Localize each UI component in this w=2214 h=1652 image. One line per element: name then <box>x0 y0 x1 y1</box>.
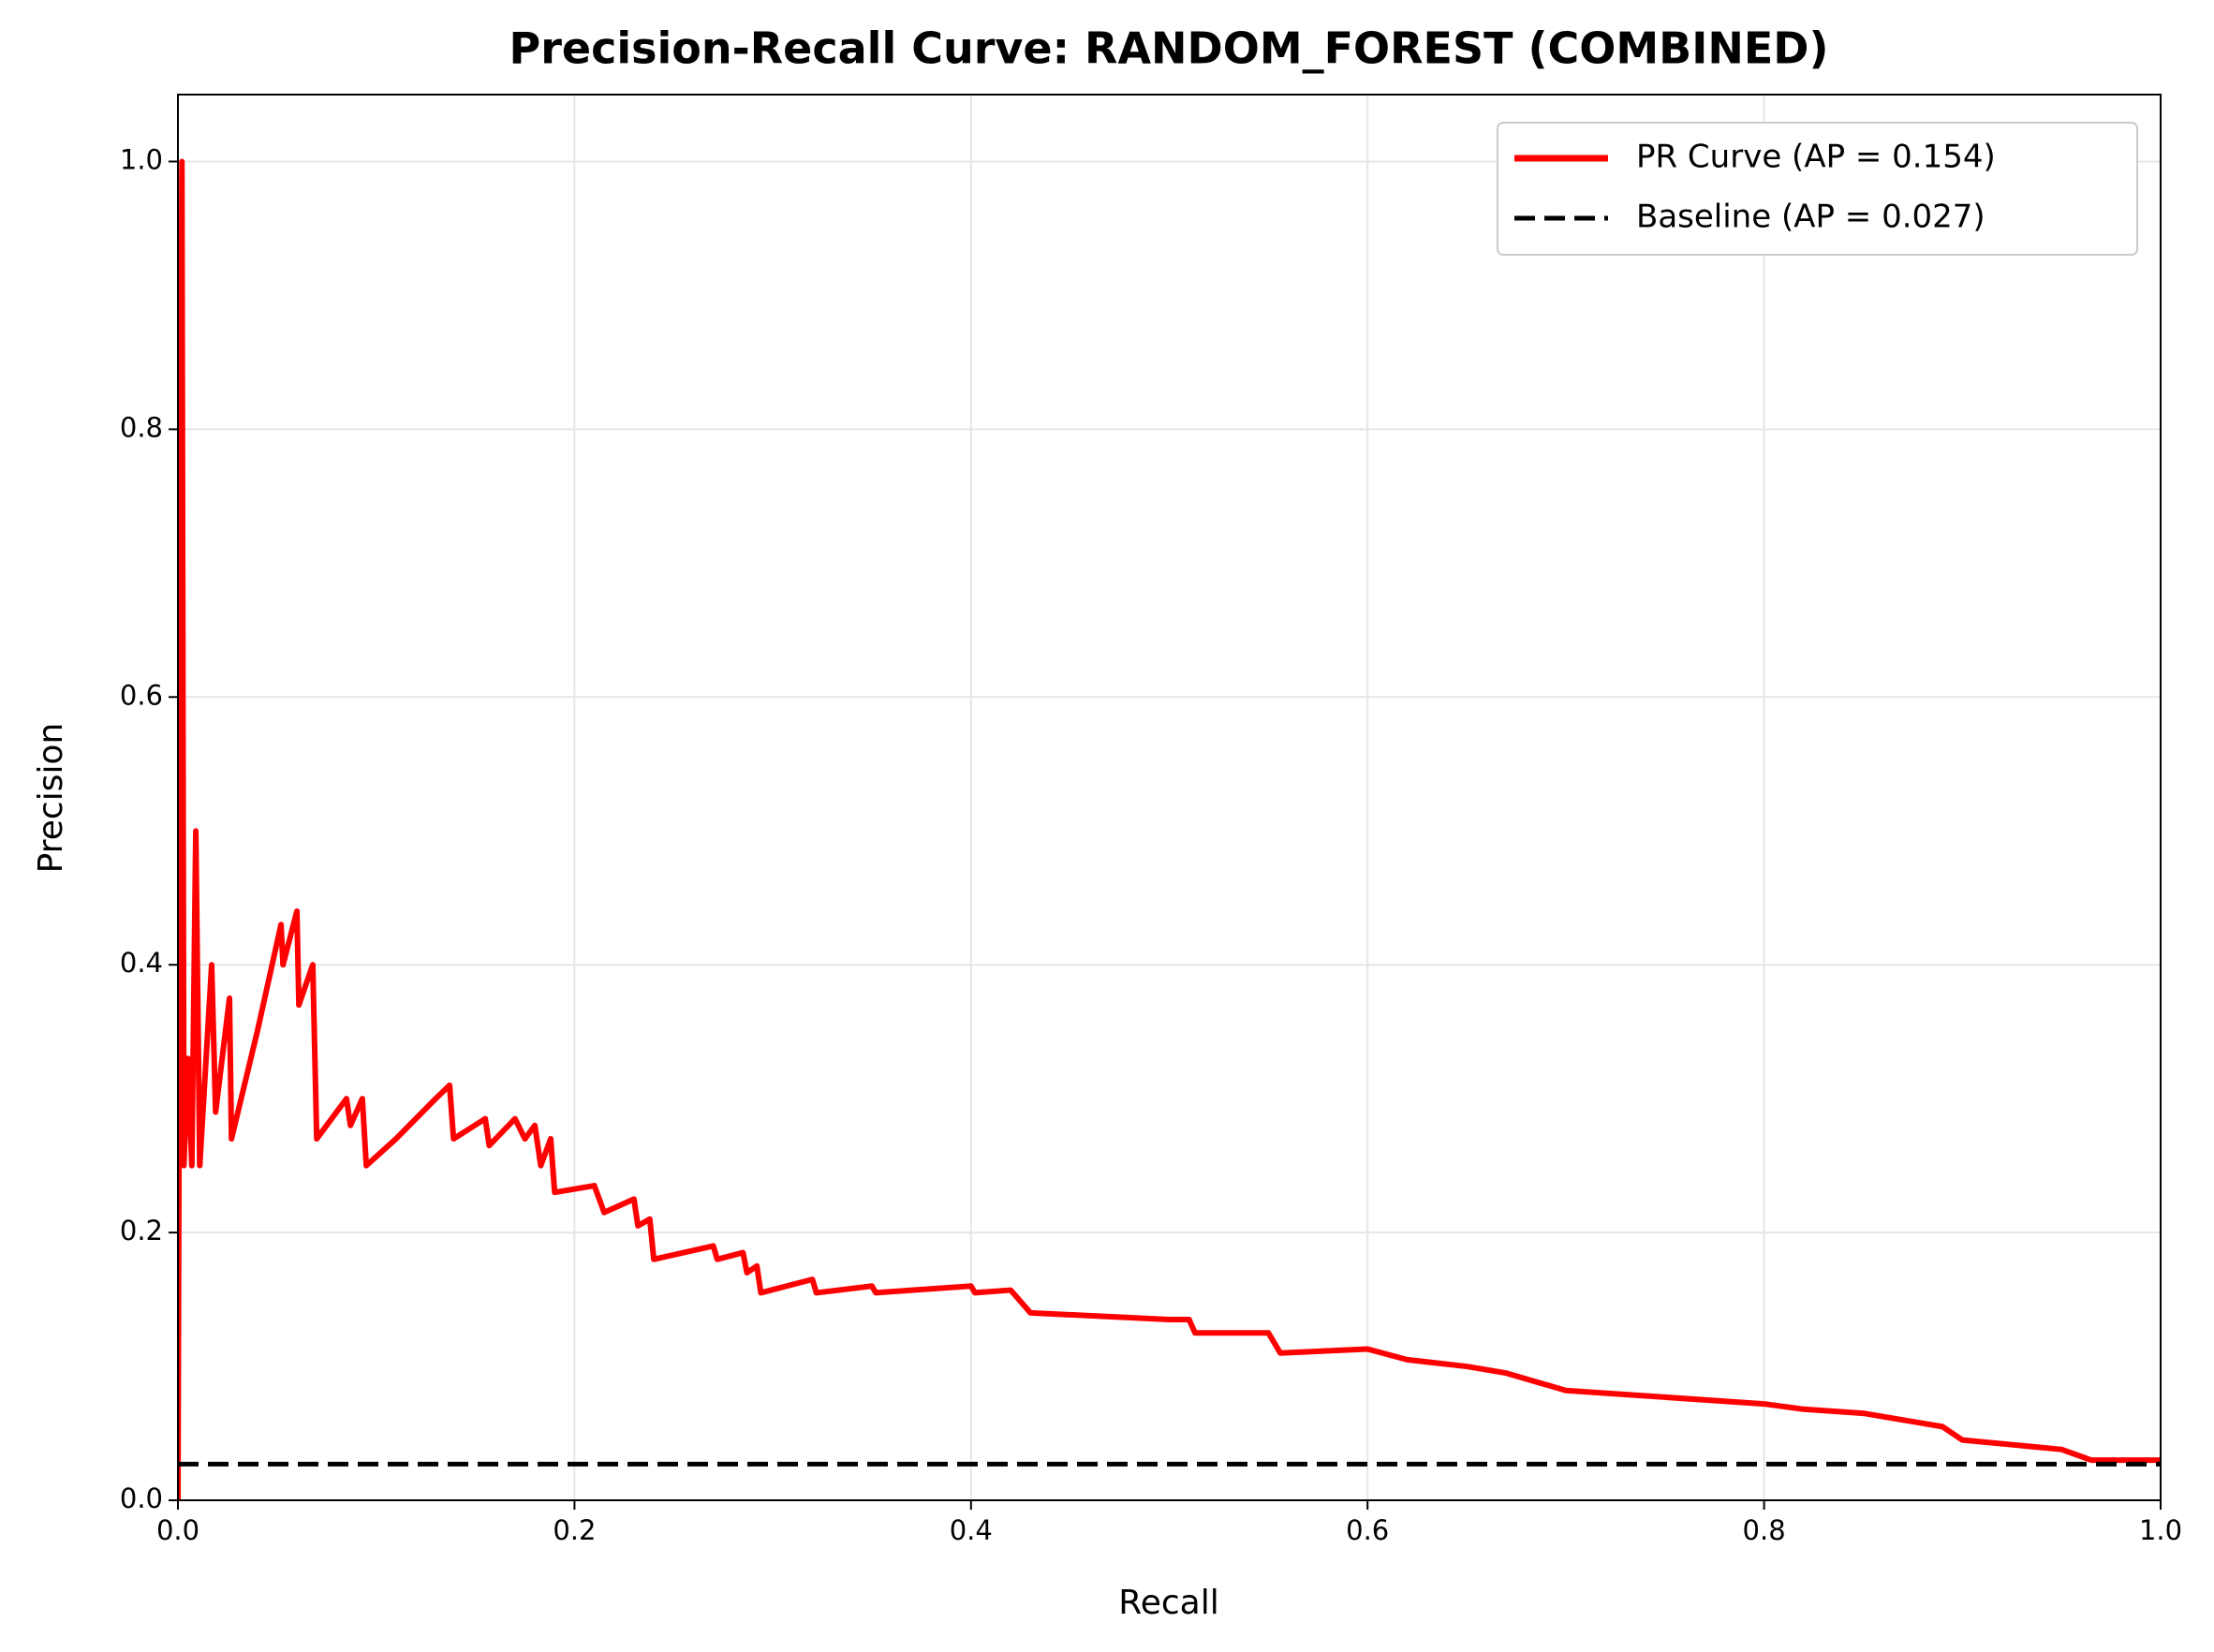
legend-box <box>1497 122 2138 256</box>
y-tick-label: 0.4 <box>120 947 163 979</box>
x-tick-label: 0.2 <box>553 1514 596 1546</box>
y-tick-label: 0.8 <box>120 411 163 443</box>
x-tick-label: 0.8 <box>1743 1514 1786 1546</box>
legend-label: PR Curve (AP = 0.154) <box>1636 139 1996 176</box>
x-tick-label: 1.0 <box>2139 1514 2182 1546</box>
y-tick-label: 0.6 <box>120 679 163 711</box>
chart-title: Precision-Recall Curve: RANDOM_FOREST (C… <box>509 23 1829 74</box>
y-tick-label: 0.0 <box>120 1482 163 1514</box>
y-axis-label: Precision <box>32 723 70 874</box>
line <box>178 158 2161 1500</box>
x-tick-label: 0.4 <box>950 1514 993 1546</box>
x-tick-label: 0.0 <box>156 1514 199 1546</box>
y-tick-label: 1.0 <box>120 143 163 175</box>
plot-frame <box>177 94 2162 1501</box>
x-axis-label: Recall <box>1118 1584 1218 1622</box>
x-tick-label: 0.6 <box>1346 1514 1389 1546</box>
y-tick-label: 0.2 <box>120 1215 163 1246</box>
legend-label: Baseline (AP = 0.027) <box>1636 199 1985 236</box>
